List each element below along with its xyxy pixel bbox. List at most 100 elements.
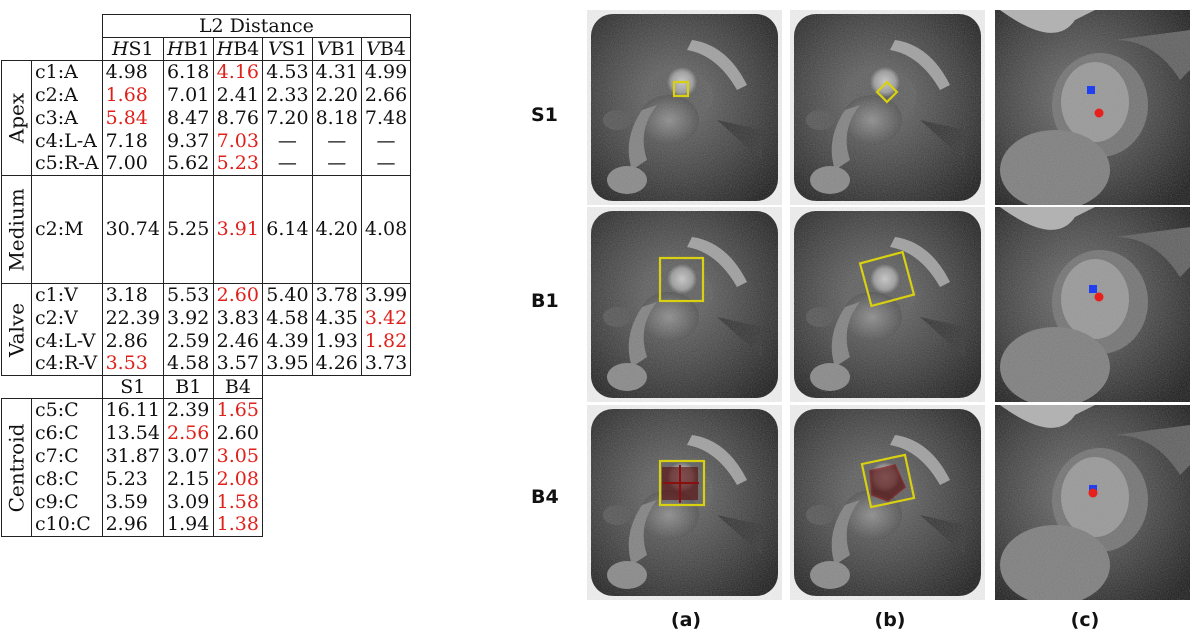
group-label-cell: Valve: [1, 283, 32, 376]
row-label: c2:M: [31, 175, 103, 284]
row-label: c7:C: [31, 444, 103, 468]
group-label-cell: Medium: [1, 175, 32, 284]
header-row-1: L2 Distance: [1, 14, 412, 38]
centroid-corner: [1, 375, 103, 399]
empty-cell: [312, 468, 361, 491]
cell-value: 5.40: [262, 283, 313, 307]
row-label: c8:C: [31, 467, 103, 491]
panel-b4-a: [587, 405, 782, 600]
row-label: c9:C: [31, 490, 103, 514]
col-header-suffix: B4: [379, 37, 406, 60]
empty-cell: [263, 422, 312, 445]
cell-value: 8.76: [212, 106, 264, 130]
cell-value: 3.07: [162, 444, 214, 468]
panel-s1-b: [790, 10, 985, 205]
empty-cell: [312, 491, 361, 514]
col-label-b: (b): [874, 609, 906, 631]
row-label-b1: B1: [531, 290, 559, 312]
cell-value: 7.00: [101, 152, 164, 176]
cell-value: 2.96: [101, 513, 164, 537]
col-label-c: (c): [1070, 609, 1100, 631]
table-row: c4:L-A 7.18 9.37 7.03— — —: [2, 129, 412, 153]
cell-value: 5.23: [212, 152, 264, 176]
empty-cell: [312, 399, 361, 422]
cell-value: 7.03: [212, 129, 264, 153]
panel-s1-c: [995, 10, 1190, 205]
empty-cell: [263, 468, 312, 491]
row-label: c3:A: [31, 106, 103, 130]
cell-value: 3.09: [162, 490, 214, 514]
cell-value: 3.53: [101, 352, 164, 376]
marker-blue: [1089, 285, 1097, 293]
cell-value: 8.47: [162, 106, 214, 130]
cell-value: 1.58: [212, 490, 264, 514]
row-label: c10:C: [31, 513, 103, 537]
empty-cell: [361, 491, 410, 514]
table-row: c2:A 1.68 7.01 2.41 2.33 2.20 2.66: [2, 83, 412, 107]
table-row: c7:C 31.87 3.07 3.05: [2, 444, 411, 468]
col-header-suffix: S1: [281, 37, 307, 60]
table-row: c9:C 3.59 3.09 1.58: [2, 490, 411, 514]
cell-value: 2.15: [162, 467, 214, 491]
cell-value: 3.92: [162, 306, 214, 330]
cell-value: 4.20: [311, 175, 362, 284]
cell-value: 4.26: [311, 352, 362, 376]
row-label: c2:V: [31, 306, 103, 330]
table-row: Centroid c5:C 16.11 2.39 1.65: [1, 398, 411, 537]
cell-value: 6.18: [162, 60, 214, 84]
col-header-suffix: S1: [128, 37, 154, 60]
corner-cell: [1, 14, 103, 38]
l2-distance-table: L2 Distance HS1 HB1 HB4 VS1 VB1 VB4 Apex c1:A 4.9…: [1, 14, 412, 537]
cell-value: 2.33: [262, 83, 313, 107]
col-header-prefix: H: [166, 37, 184, 60]
marker-blue: [1087, 86, 1095, 94]
cell-value: 3.05: [212, 444, 264, 468]
cell-value: 5.53: [162, 283, 214, 307]
group-label-cell: Centroid: [1, 398, 32, 537]
cell-value: 2.20: [311, 83, 362, 107]
cell-value: 9.37: [162, 129, 214, 153]
cell-value: 1.93: [311, 329, 362, 353]
empty-cell: [312, 445, 361, 468]
col-header-prefix: H: [216, 37, 234, 60]
cell-value: 5.25: [162, 175, 214, 284]
cell-value: 3.18: [101, 283, 164, 307]
cell-value: 2.59: [162, 329, 214, 353]
col-header-prefix: V: [366, 37, 380, 60]
panel-b1-b: [790, 207, 985, 402]
cell-value: —: [262, 152, 313, 176]
row-label: c6:C: [31, 421, 103, 445]
cell-value: 2.56: [162, 421, 214, 445]
cell-value: 4.31: [311, 60, 362, 84]
cell-value: 1.94: [162, 513, 214, 537]
cell-value: 7.20: [262, 106, 313, 130]
col-header: HS1: [101, 37, 164, 61]
cell-value: 5.84: [101, 106, 164, 130]
table-row: c10:C 2.96 1.94 1.38: [2, 513, 411, 537]
row-label: c4:R-V: [31, 352, 103, 376]
row-label-s1: S1: [531, 104, 558, 126]
table-row: c3:A 5.84 8.47 8.76 7.20 8.18 7.48: [2, 106, 412, 130]
cell-value: —: [360, 129, 412, 153]
cell-value: 2.60: [212, 283, 264, 307]
empty-cell: [312, 376, 361, 399]
col-label-a: (a): [670, 609, 702, 631]
col-header-prefix: H: [111, 37, 129, 60]
row-label: c2:A: [31, 83, 103, 107]
col-header: HB4: [212, 37, 264, 61]
col-header-prefix: V: [268, 37, 282, 60]
cell-value: 3.57: [212, 352, 264, 376]
cell-value: 7.48: [360, 106, 412, 130]
cell-value: 2.41: [212, 83, 264, 107]
panel-b4-b: [790, 405, 985, 600]
table-row: c6:C 13.54 2.56 2.60: [2, 421, 411, 445]
col-header-prefix: V: [316, 37, 331, 60]
table-row: c4:R-V 3.53 4.58 3.57 3.95 4.26 3.73: [2, 352, 412, 376]
cell-value: 30.74: [101, 175, 164, 284]
table-row: c5:R-A 7.00 5.62 5.23— — —: [2, 152, 412, 176]
empty-cell: [361, 376, 410, 399]
cell-value: 2.66: [360, 83, 412, 107]
cell-value: 16.11: [101, 398, 164, 422]
group-label-valve: Valve: [4, 302, 28, 357]
empty-cell: [312, 514, 361, 537]
